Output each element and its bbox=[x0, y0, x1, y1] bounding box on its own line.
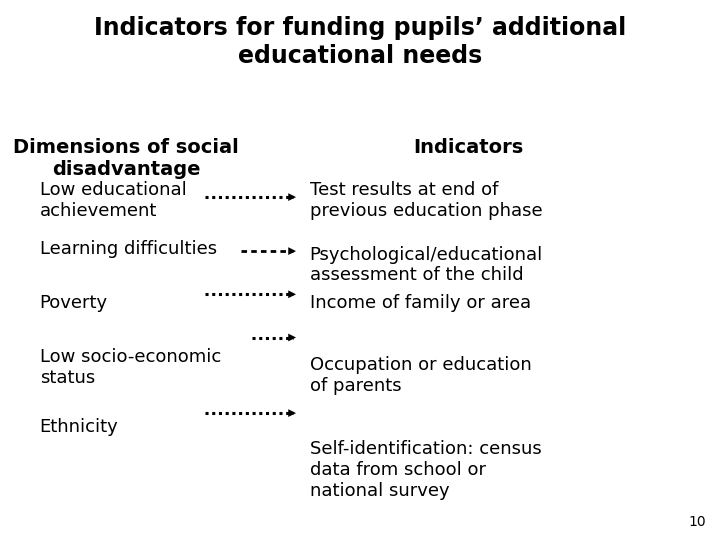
Text: Low socio-economic
status: Low socio-economic status bbox=[40, 348, 221, 387]
Text: Dimensions of social
disadvantage: Dimensions of social disadvantage bbox=[13, 138, 239, 179]
Text: Indicators for funding pupils’ additional
educational needs: Indicators for funding pupils’ additiona… bbox=[94, 16, 626, 68]
Text: 10: 10 bbox=[688, 515, 706, 529]
Text: Psychological/educational
assessment of the child: Psychological/educational assessment of … bbox=[310, 246, 543, 285]
Text: Learning difficulties: Learning difficulties bbox=[40, 240, 217, 258]
Text: Low educational
achievement: Low educational achievement bbox=[40, 181, 186, 220]
Text: Income of family or area: Income of family or area bbox=[310, 294, 531, 312]
Text: Ethnicity: Ethnicity bbox=[40, 418, 118, 436]
Text: Occupation or education
of parents: Occupation or education of parents bbox=[310, 356, 531, 395]
Text: Self-identification: census
data from school or
national survey: Self-identification: census data from sc… bbox=[310, 440, 541, 500]
Text: Test results at end of
previous education phase: Test results at end of previous educatio… bbox=[310, 181, 542, 220]
Text: Indicators: Indicators bbox=[413, 138, 523, 157]
Text: Poverty: Poverty bbox=[40, 294, 108, 312]
